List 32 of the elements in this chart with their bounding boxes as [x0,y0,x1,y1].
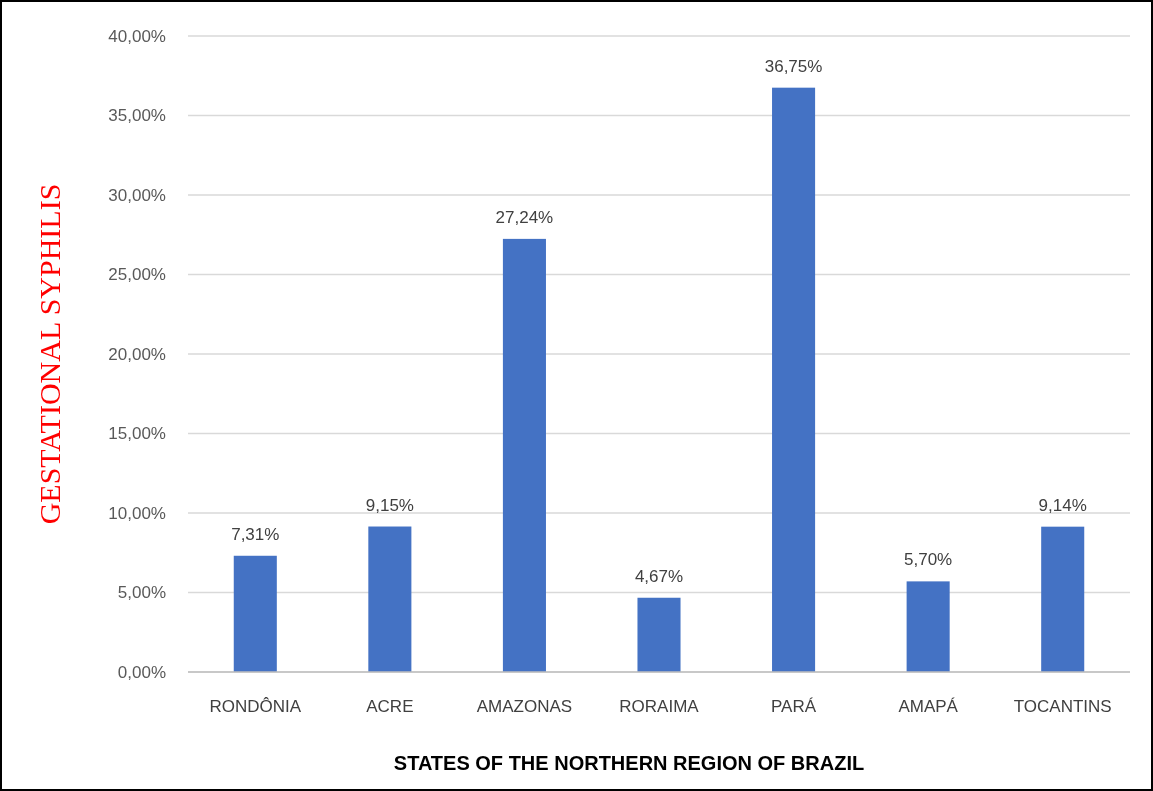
bar [233,555,277,672]
x-tick-label: AMAPÁ [898,697,959,716]
data-label: 5,70% [904,550,953,570]
bar [772,87,816,672]
x-tick-label: RONDÔNIA [209,697,302,716]
bar [1041,526,1085,672]
y-tick-label: 35,00% [108,106,166,126]
bar [502,238,546,672]
data-label: 36,75% [764,56,823,76]
y-tick-label: 25,00% [108,265,166,285]
x-axis-title: STATES OF THE NORTHERN REGION OF BRAZIL [393,752,865,774]
y-axis-title: GESTATIONAL SYPHILIS [33,183,66,525]
data-label: 9,15% [365,495,414,515]
y-tick-label: 10,00% [108,503,166,523]
x-tick-label: ACRE [366,697,414,716]
x-tick-label: TOCANTINS [1013,697,1112,716]
y-tick-label: 20,00% [108,344,166,364]
y-tick-label: 15,00% [108,424,166,444]
data-label: 4,67% [634,566,684,586]
x-tick-label: RORAIMA [619,697,700,716]
x-tick-label: AMAZONAS [476,697,573,716]
data-label: 27,24% [495,207,554,227]
y-tick-label: 0,00% [117,662,166,682]
data-label: 7,31% [231,524,280,544]
data-label: 9,14% [1038,495,1087,515]
bar [906,581,950,672]
bar [368,526,412,672]
bar [637,597,681,672]
y-tick-label: 30,00% [108,185,166,205]
x-tick-label: PARÁ [771,697,817,716]
y-tick-label: 5,00% [117,583,166,603]
y-tick-label: 40,00% [108,26,166,46]
